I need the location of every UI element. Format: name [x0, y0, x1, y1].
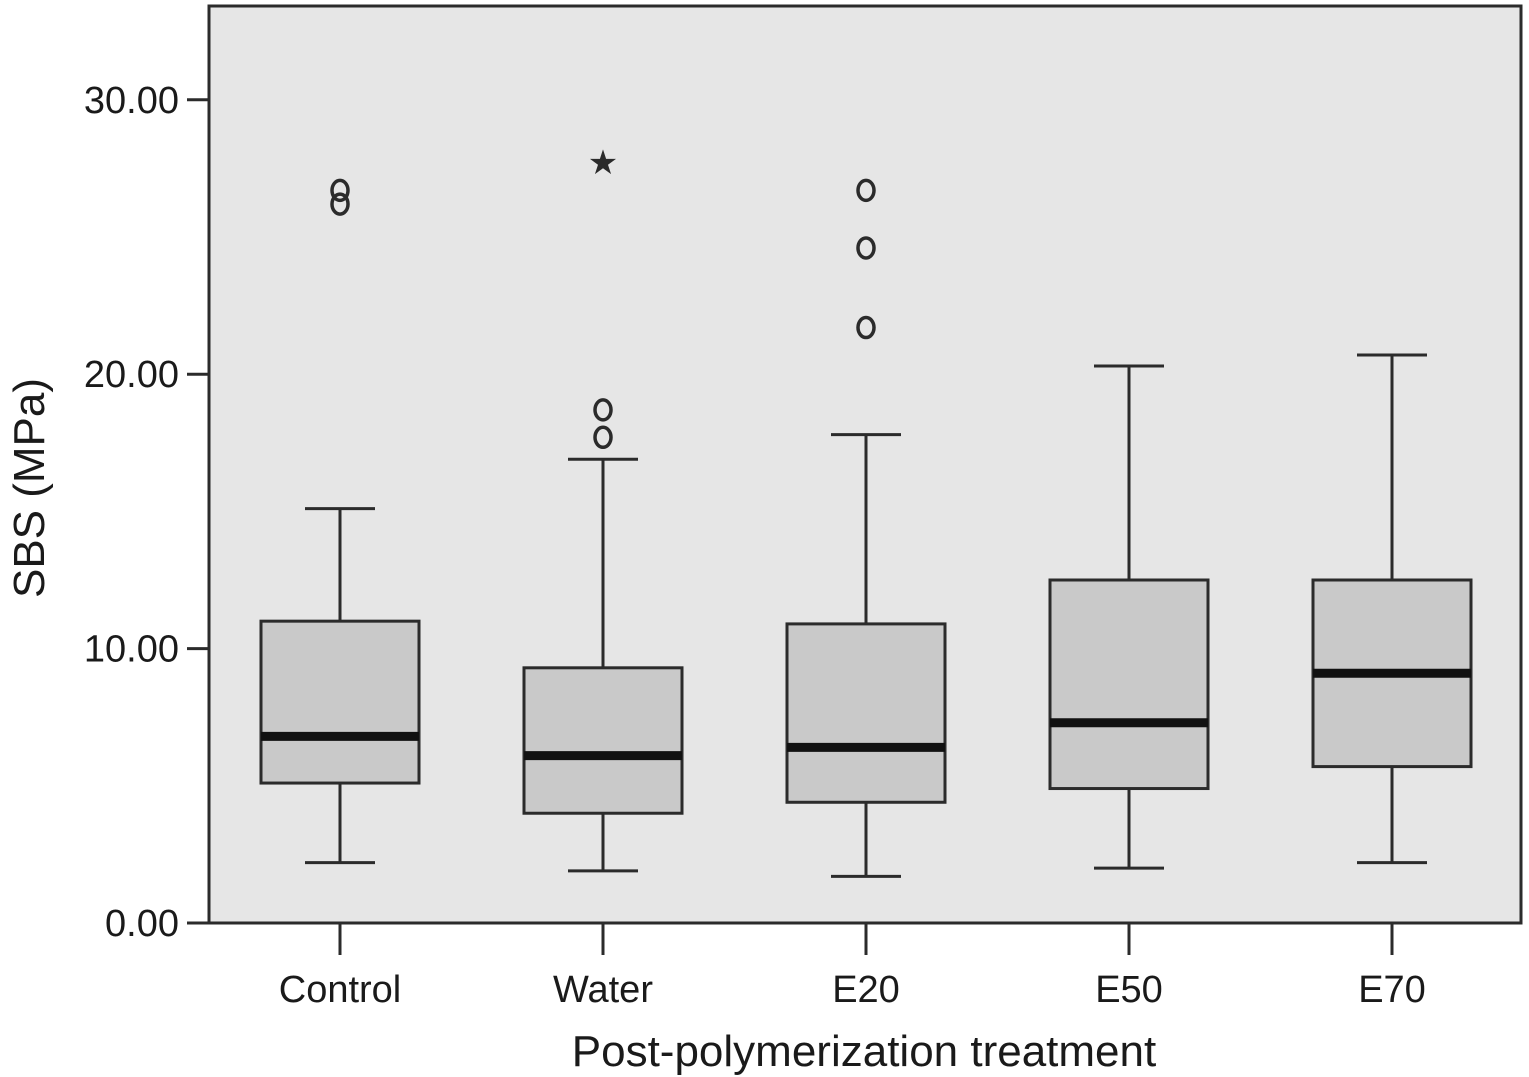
x-axis-title: Post-polymerization treatment	[572, 1027, 1156, 1076]
x-tick-label: E20	[832, 969, 900, 1011]
outlier-circle	[330, 192, 350, 216]
x-axis: Control Water E20 E50 E70	[279, 923, 1426, 1011]
outlier-circle	[856, 315, 876, 340]
boxes: ★	[259, 143, 1473, 878]
y-tick-label: 30.00	[84, 80, 179, 122]
y-tick-label: 10.00	[84, 629, 179, 671]
x-tick-label: Water	[553, 969, 653, 1011]
outlier-star: ★	[588, 143, 618, 183]
x-tick-label: E50	[1095, 969, 1163, 1011]
y-axis-title: SBS (MPa)	[5, 378, 54, 598]
y-axis: 0.00 10.00 20.00 30.00	[84, 80, 209, 945]
outlier-circle	[593, 398, 613, 422]
box-group-e70	[1311, 353, 1473, 865]
outlier-circle	[330, 178, 350, 203]
iqr-box	[259, 619, 421, 785]
outlier-circle	[856, 236, 876, 260]
box-group-e20	[785, 178, 947, 878]
iqr-box	[522, 666, 684, 815]
box-group-water: ★	[522, 143, 684, 873]
iqr-box	[785, 622, 947, 804]
x-tick-label: Control	[279, 969, 402, 1011]
y-tick-label: 0.00	[105, 903, 179, 945]
box-group-control	[259, 178, 421, 865]
iqr-box	[1048, 578, 1210, 791]
outlier-circle	[856, 178, 876, 203]
outlier-circle	[593, 425, 613, 450]
y-tick-label: 20.00	[84, 354, 179, 396]
x-tick-label: E70	[1358, 969, 1426, 1011]
box-group-e50	[1048, 364, 1210, 870]
